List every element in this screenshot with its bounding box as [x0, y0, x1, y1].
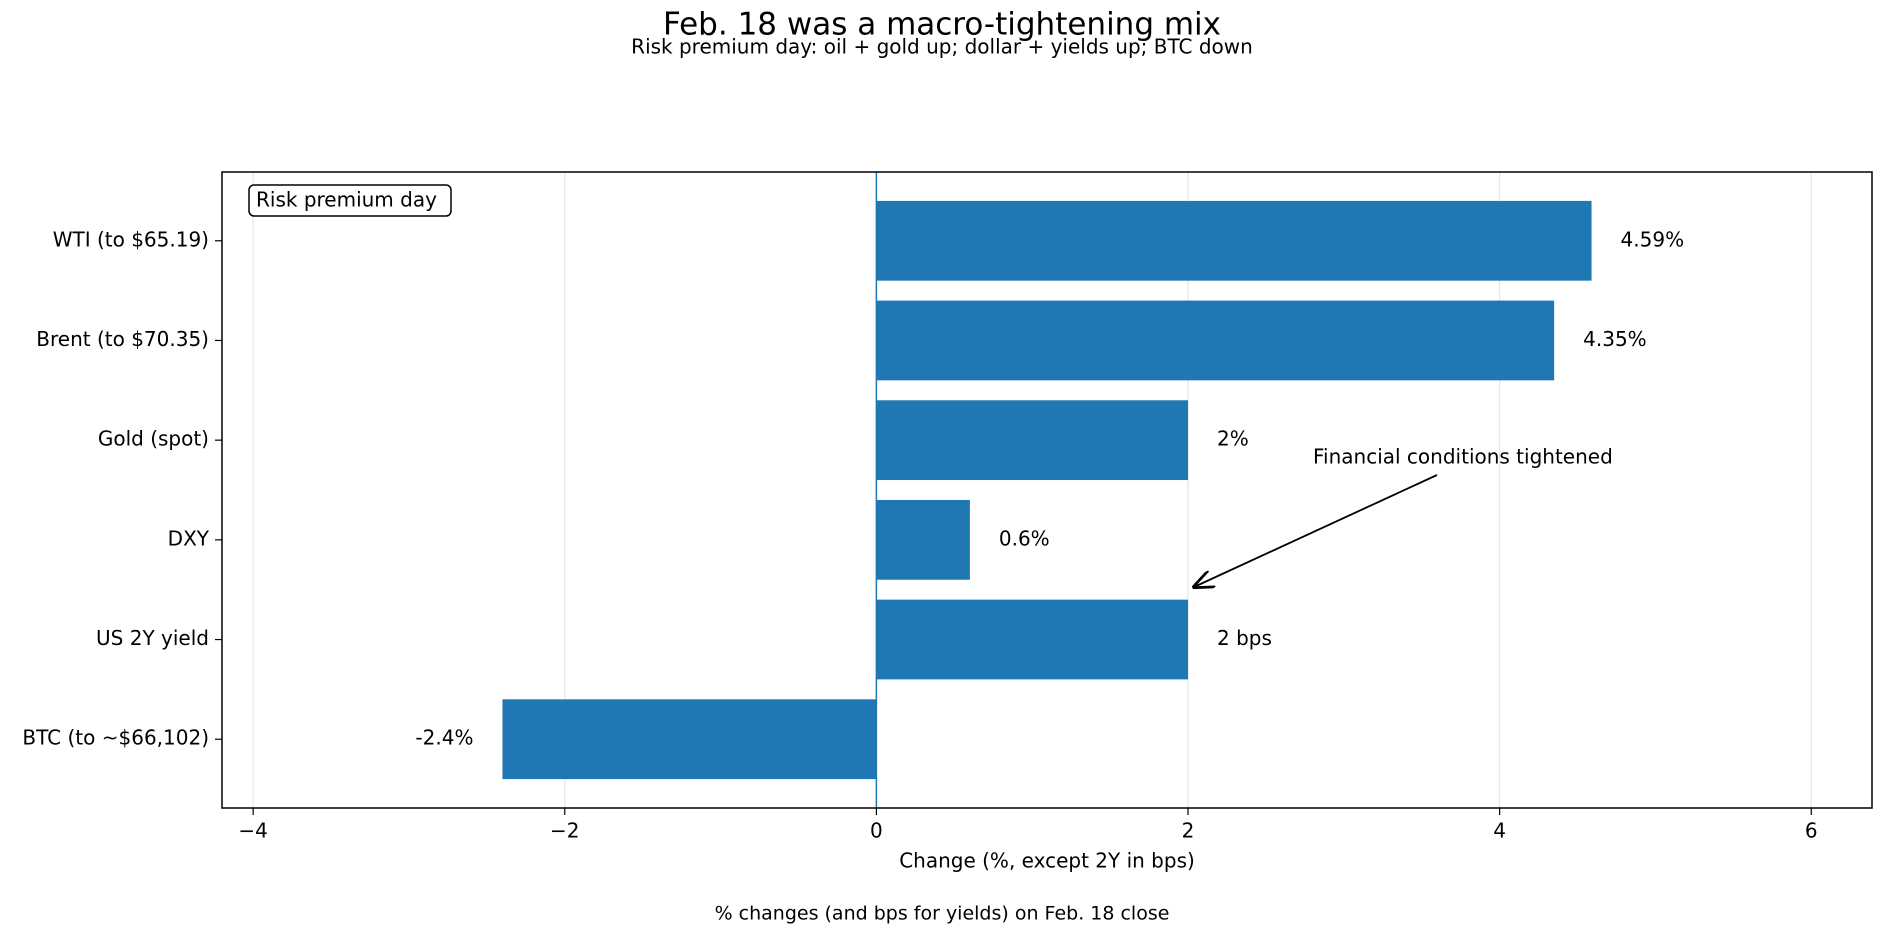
value-label: -2.4%: [415, 726, 473, 750]
x-tick-label: −4: [238, 819, 267, 843]
x-tick-label: 6: [1805, 819, 1818, 843]
x-tick-label: 2: [1182, 819, 1195, 843]
chart-subtitle: Risk premium day: oil + gold up; dollar …: [631, 35, 1253, 59]
axes-frame: [221, 171, 1873, 809]
x-tick-label: 0: [870, 819, 883, 843]
annotation-arrow: [1194, 474, 1438, 587]
value-label: 2 bps: [1217, 626, 1272, 650]
bar: [876, 599, 1189, 680]
annotation: Financial conditions tightened: [1313, 445, 1613, 469]
bar: [876, 200, 1592, 281]
x-tick-label: −2: [550, 819, 579, 843]
y-tick-label: DXY: [168, 526, 210, 550]
y-tick-label: US 2Y yield: [96, 626, 209, 650]
value-label: 2%: [1217, 427, 1249, 451]
x-tick-label: 4: [1493, 819, 1506, 843]
value-label: 4.35%: [1583, 327, 1647, 351]
y-tick-label: Gold (spot): [98, 427, 209, 451]
y-tick-label: WTI (to $65.19): [53, 227, 209, 251]
chart-title: Feb. 18 was a macro-tightening mix: [663, 7, 1221, 43]
value-label: 4.59%: [1621, 227, 1685, 251]
y-tick-label: BTC (to ~$66,102): [22, 726, 209, 750]
bar: [876, 300, 1555, 381]
value-label: 0.6%: [999, 526, 1050, 550]
y-tick-label: Brent (to $70.35): [36, 327, 209, 351]
box-label: Risk premium day: [256, 188, 437, 212]
bar: [502, 699, 877, 780]
label-box: [248, 184, 452, 217]
bar: [876, 400, 1189, 481]
bar: [876, 499, 970, 580]
plot-area: −4 −2 0 2 4 6 WTI (to $65.19) 4.59% Brent (to $7…: [22, 172, 1818, 843]
footer: % changes (and bps for yields) on Feb. 1…: [715, 903, 1170, 925]
x-axis-label: Change (%, except 2Y in bps): [899, 849, 1195, 873]
